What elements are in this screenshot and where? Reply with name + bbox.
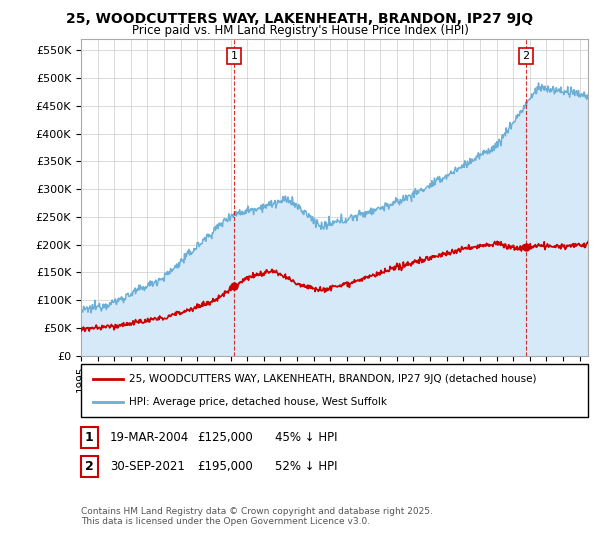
Text: 1: 1 [85, 431, 94, 444]
Text: £195,000: £195,000 [197, 460, 253, 473]
Text: £125,000: £125,000 [197, 431, 253, 444]
Text: 1: 1 [231, 51, 238, 61]
Text: 19-MAR-2004: 19-MAR-2004 [110, 431, 189, 444]
Text: 25, WOODCUTTERS WAY, LAKENHEATH, BRANDON, IP27 9JQ (detached house): 25, WOODCUTTERS WAY, LAKENHEATH, BRANDON… [129, 374, 536, 384]
Text: 2: 2 [522, 51, 529, 61]
Text: 2: 2 [85, 460, 94, 473]
Text: 45% ↓ HPI: 45% ↓ HPI [275, 431, 337, 444]
Text: 25, WOODCUTTERS WAY, LAKENHEATH, BRANDON, IP27 9JQ: 25, WOODCUTTERS WAY, LAKENHEATH, BRANDON… [67, 12, 533, 26]
Text: HPI: Average price, detached house, West Suffolk: HPI: Average price, detached house, West… [129, 397, 387, 407]
Text: Price paid vs. HM Land Registry's House Price Index (HPI): Price paid vs. HM Land Registry's House … [131, 24, 469, 36]
Text: 30-SEP-2021: 30-SEP-2021 [110, 460, 185, 473]
Text: Contains HM Land Registry data © Crown copyright and database right 2025.
This d: Contains HM Land Registry data © Crown c… [81, 507, 433, 526]
Text: 52% ↓ HPI: 52% ↓ HPI [275, 460, 337, 473]
